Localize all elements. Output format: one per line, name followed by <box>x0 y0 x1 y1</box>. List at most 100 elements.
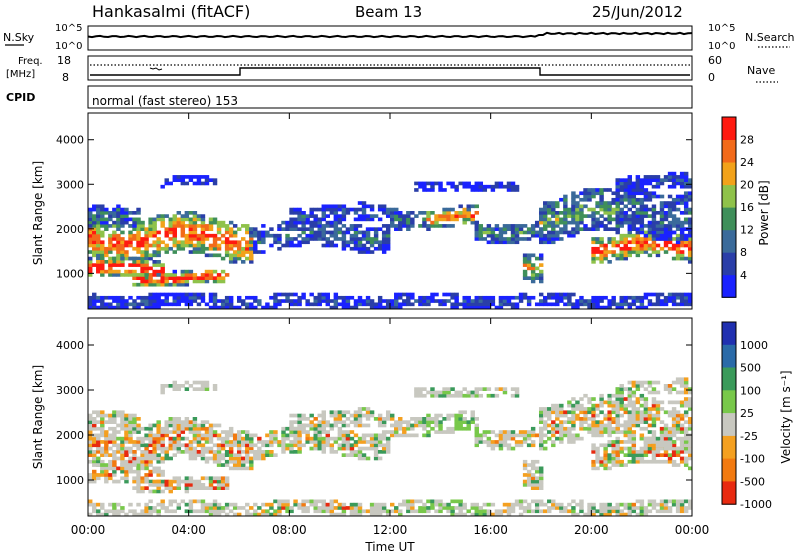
heatmap-cell <box>615 243 620 248</box>
heatmap-cell <box>172 509 177 514</box>
heatmap-cell <box>357 440 363 444</box>
heatmap-cell <box>587 417 592 421</box>
heatmap-cell <box>200 502 206 507</box>
heatmap-cell <box>687 207 693 212</box>
heatmap-cell <box>611 191 616 196</box>
heatmap-cell <box>144 246 149 251</box>
heatmap-cell <box>293 502 298 507</box>
heatmap-cell <box>164 178 169 182</box>
heatmap-cell <box>140 456 145 461</box>
heatmap-cell <box>615 440 620 444</box>
heatmap-cell <box>422 423 427 428</box>
heatmap-cell <box>418 387 423 391</box>
heatmap-cell <box>418 302 423 307</box>
heatmap-cell <box>458 509 463 514</box>
heatmap-cell <box>559 509 564 514</box>
heatmap-cell <box>232 256 238 261</box>
heatmap-cell <box>603 450 608 454</box>
heatmap-cell <box>236 250 242 254</box>
heatmap-cell <box>651 292 657 297</box>
heatmap-cell <box>184 483 190 487</box>
heatmap-cell <box>297 450 302 454</box>
heatmap-cell <box>603 413 608 418</box>
heatmap-cell <box>120 476 125 481</box>
heatmap-cell <box>337 214 343 218</box>
heatmap-cell <box>587 191 592 196</box>
heatmap-cell <box>164 509 169 514</box>
heatmap-cell <box>108 214 113 218</box>
heatmap-cell <box>212 302 218 307</box>
heatmap-cell <box>619 207 624 212</box>
heatmap-cell <box>357 243 363 248</box>
heatmap-cell <box>184 282 190 287</box>
heatmap-cell <box>357 456 363 461</box>
heatmap-cell <box>659 509 665 514</box>
heatmap-cell <box>679 430 685 434</box>
heatmap-cell <box>212 476 218 481</box>
heatmap-cell <box>458 506 463 510</box>
heatmap-cell <box>188 423 194 428</box>
heatmap-cell <box>623 397 628 401</box>
heatmap-cell <box>120 450 125 454</box>
heatmap-cell <box>373 230 379 235</box>
heatmap-cell <box>184 237 190 241</box>
heatmap-cell <box>341 237 347 241</box>
heatmap-cell <box>607 250 612 254</box>
heatmap-cell <box>635 407 641 411</box>
heatmap-cell <box>196 214 202 218</box>
heatmap-cell <box>667 246 673 251</box>
heatmap-cell <box>116 502 121 507</box>
heatmap-cell <box>224 237 230 241</box>
heatmap-cell <box>482 184 488 189</box>
heatmap-cell <box>458 204 463 209</box>
heatmap-cell <box>631 390 637 395</box>
heatmap-cell <box>418 420 423 424</box>
heatmap-cell <box>655 446 661 451</box>
colorbar-tick-label: 12 <box>740 224 754 237</box>
heatmap-cell <box>192 479 198 484</box>
heatmap-cell <box>639 227 645 231</box>
heatmap-cell <box>108 473 113 477</box>
heatmap-cell <box>176 476 182 481</box>
heatmap-cell <box>188 506 194 510</box>
heatmap-cell <box>196 387 202 391</box>
heatmap-cell <box>587 397 592 401</box>
heatmap-cell <box>289 237 294 241</box>
heatmap-cell <box>361 246 367 251</box>
heatmap-cell <box>442 217 447 222</box>
heatmap-cell <box>643 194 649 199</box>
heatmap-cell <box>321 426 326 431</box>
heatmap-cell <box>502 184 508 189</box>
heatmap-cell <box>232 305 238 310</box>
heatmap-cell <box>132 453 137 457</box>
heatmap-cell <box>128 450 133 454</box>
heatmap-cell <box>104 479 109 484</box>
heatmap-cell <box>575 211 580 215</box>
heatmap-cell <box>486 393 492 398</box>
heatmap-cell <box>341 413 347 418</box>
heatmap-cell <box>579 191 584 196</box>
heatmap-cell <box>663 214 669 218</box>
heatmap-cell <box>196 237 202 241</box>
heatmap-cell <box>647 230 653 235</box>
heatmap-cell <box>506 512 512 517</box>
heatmap-cell <box>321 224 326 228</box>
heatmap-cell <box>353 211 359 215</box>
heatmap-cell <box>450 393 455 398</box>
heatmap-cell <box>490 227 496 231</box>
heatmap-cell <box>579 426 584 431</box>
heatmap-cell <box>365 417 371 421</box>
heatmap-cell <box>341 443 347 448</box>
heatmap-cell <box>381 443 387 448</box>
heatmap-cell <box>120 299 125 303</box>
heatmap-cell <box>667 299 673 303</box>
heatmap-cell <box>679 224 685 228</box>
heatmap-cell <box>88 233 93 238</box>
heatmap-cell <box>506 184 512 189</box>
heatmap-cell <box>506 443 512 448</box>
heatmap-cell <box>643 305 649 310</box>
heatmap-cell <box>454 184 459 189</box>
heatmap-cell <box>675 509 681 514</box>
heatmap-cell <box>502 440 508 444</box>
heatmap-cell <box>667 292 673 297</box>
